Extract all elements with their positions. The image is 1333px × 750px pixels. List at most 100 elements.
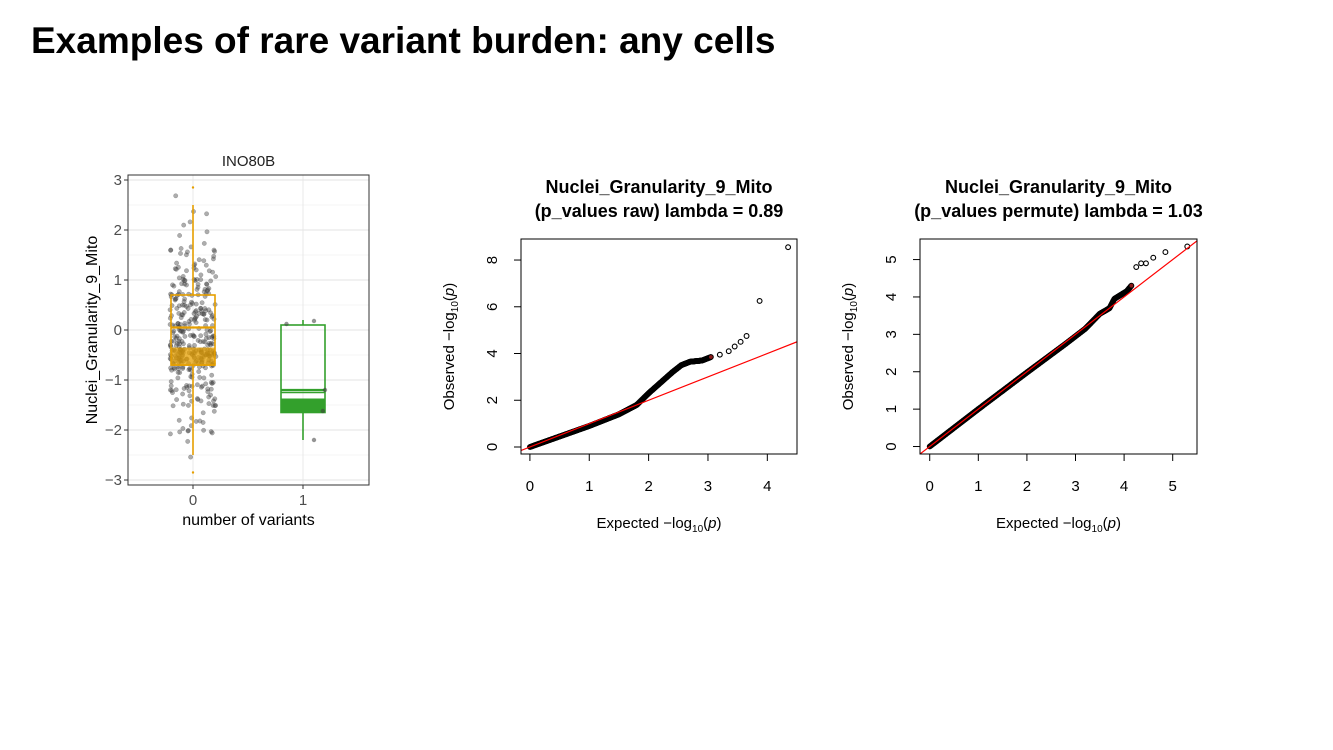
- data-point: [185, 306, 191, 311]
- chart-subtitle: (p_values raw) lambda = 0.89: [535, 201, 784, 221]
- data-point: [176, 303, 182, 309]
- x-tick-label: 0: [926, 478, 934, 495]
- qq-plot-2: 0 1 2 3 4 5 0 1 2 3 4 5 Nuclei_Granularity_9_Mito (p_…: [840, 177, 1203, 535]
- data-point: [210, 380, 216, 385]
- outlier-point: [191, 186, 195, 189]
- qq-point-top: [1150, 254, 1157, 261]
- data-point: [193, 301, 199, 307]
- y-axis-label-main: Observed: [441, 345, 458, 410]
- data-point: [208, 342, 213, 348]
- data-point: [206, 401, 212, 407]
- data-point: [192, 309, 198, 315]
- data-point: [204, 281, 210, 287]
- y-tick-label: −3: [105, 472, 122, 489]
- data-point: [195, 281, 201, 287]
- data-point: [182, 296, 188, 302]
- qq-point: [1128, 282, 1135, 289]
- data-point: [212, 396, 218, 402]
- data-point: [209, 314, 215, 320]
- data-point: [208, 429, 214, 435]
- data-point: [187, 219, 193, 225]
- qq-point: [708, 354, 714, 360]
- data-point: [181, 222, 187, 228]
- data-point: [173, 193, 179, 199]
- y-axis-label-math: ): [441, 283, 458, 288]
- data-point: [193, 418, 199, 424]
- data-point: [173, 266, 179, 272]
- data-point: [180, 366, 186, 371]
- x-axis-label-math: (: [1103, 515, 1108, 532]
- page-title: Examples of rare variant burden: any cel…: [31, 20, 776, 61]
- data-point: [185, 428, 191, 433]
- data-point: [202, 286, 208, 292]
- data-point: [311, 318, 317, 324]
- data-point: [194, 382, 200, 388]
- x-tick-label: 4: [1120, 478, 1128, 495]
- data-point: [177, 233, 183, 238]
- qq-point-top: [716, 351, 723, 358]
- data-point: [322, 387, 328, 393]
- data-point: [198, 306, 204, 311]
- data-point: [170, 403, 176, 409]
- data-point: [175, 320, 181, 326]
- data-point: [210, 256, 216, 262]
- data-point: [192, 316, 198, 322]
- data-point: [208, 340, 214, 346]
- data-point: [311, 437, 317, 443]
- data-point: [209, 372, 215, 378]
- y-tick-label: 1: [883, 405, 900, 413]
- data-point: [213, 274, 219, 280]
- data-point: [190, 332, 196, 338]
- data-point: [182, 320, 188, 326]
- data-point: [204, 229, 210, 235]
- x-tick-label: 0: [526, 478, 534, 495]
- qq-point-top: [1133, 264, 1140, 270]
- data-point: [197, 339, 203, 345]
- data-point: [208, 310, 214, 316]
- qq-point-top: [785, 244, 792, 251]
- x-tick-label: 2: [1023, 478, 1031, 495]
- data-point: [176, 275, 182, 281]
- x-axis-label-math: ): [1116, 515, 1121, 532]
- data-point: [200, 410, 206, 416]
- qq-point-top: [1143, 260, 1149, 267]
- y-tick-label: 8: [484, 256, 501, 264]
- data-point: [176, 336, 182, 342]
- data-point: [187, 393, 193, 399]
- data-point: [180, 391, 186, 397]
- y-tick-label: 1: [114, 272, 122, 289]
- data-point: [187, 332, 193, 338]
- data-point: [194, 276, 200, 282]
- box-group-1: [280, 320, 326, 440]
- y-tick-label: 2: [883, 368, 900, 376]
- x-axis-label-math: −log: [1059, 515, 1092, 532]
- y-axis-label: Observed −log10(p): [441, 283, 461, 410]
- x-axis-label-math: −log: [659, 515, 692, 532]
- x-axis-label-math: p: [1107, 515, 1116, 532]
- y-tick-label: −2: [105, 422, 122, 439]
- data-point: [211, 253, 217, 259]
- data-point: [211, 408, 217, 414]
- data-point: [206, 335, 212, 341]
- data-point: [177, 429, 183, 435]
- data-point: [208, 278, 214, 284]
- panel-border: [520, 238, 798, 455]
- data-point: [186, 388, 192, 394]
- data-point: [187, 366, 193, 371]
- data-point: [201, 311, 207, 317]
- x-axis-label-main: Expected: [597, 515, 660, 532]
- data-point: [204, 288, 210, 294]
- x-tick-label: 1: [974, 478, 982, 495]
- x-axis-label-sub: 10: [1092, 524, 1104, 535]
- data-point: [213, 402, 219, 408]
- data-point: [171, 283, 177, 289]
- data-point: [173, 296, 179, 302]
- data-point: [206, 286, 212, 291]
- data-point: [203, 365, 208, 371]
- data-point: [176, 417, 182, 423]
- data-point: [200, 420, 206, 425]
- y-axis-label-math: p: [441, 288, 458, 297]
- data-point: [192, 342, 197, 348]
- panel-border: [919, 238, 1198, 455]
- qq-plot-1: 0 1 2 3 4 0 2 4 6 8 Nuclei_Granularity_9_Mito (p_va…: [441, 177, 798, 535]
